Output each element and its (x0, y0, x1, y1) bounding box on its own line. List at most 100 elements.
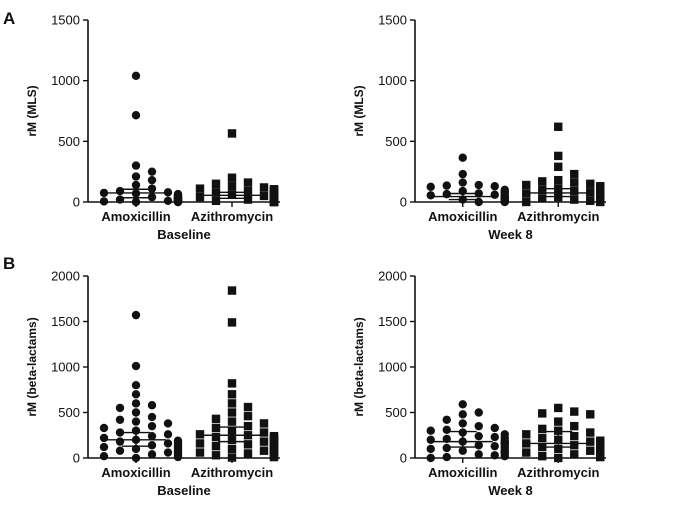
data-point (538, 194, 547, 203)
data-point (211, 423, 221, 433)
data-point (131, 161, 141, 170)
data-point (570, 169, 579, 179)
data-point (586, 437, 595, 446)
x-tick-label: Azithromycin (191, 465, 273, 480)
y-tick-label: 1000 (378, 360, 407, 375)
x-tick-label: Amoxicillin (101, 209, 170, 224)
data-point (538, 442, 547, 452)
data-point (211, 188, 221, 197)
data-point (522, 439, 531, 448)
data-point (426, 426, 435, 435)
data-point (147, 441, 157, 450)
data-point (115, 195, 125, 204)
data-point (570, 195, 579, 204)
data-point (115, 428, 125, 437)
y-tick-label: 1500 (51, 13, 80, 28)
data-point (227, 286, 237, 295)
data-point (570, 431, 579, 441)
y-tick-label: 500 (58, 405, 80, 420)
data-point (227, 444, 237, 454)
data-point (227, 318, 237, 327)
y-tick-label: 1500 (378, 13, 407, 28)
data-point (131, 408, 141, 417)
data-point (586, 188, 595, 197)
y-tick-label: 1000 (378, 73, 407, 88)
data-point (538, 185, 547, 195)
data-point (259, 191, 269, 201)
data-point (131, 453, 141, 463)
data-point (243, 178, 253, 187)
data-point (586, 410, 595, 419)
x-tick-label: Amoxicillin (428, 465, 497, 480)
data-point (586, 428, 595, 437)
data-point (99, 197, 109, 206)
data-point (500, 451, 509, 461)
data-point (131, 180, 141, 190)
data-point (99, 442, 109, 452)
data-point (490, 190, 499, 199)
data-point (227, 453, 237, 462)
data-point (538, 409, 547, 418)
data-point (131, 197, 141, 207)
data-point (243, 186, 253, 196)
data-point (227, 390, 237, 399)
data-point (163, 419, 173, 428)
data-point (442, 415, 451, 424)
chart-B-week8: 0 500 1000 1500 2000 rM (beta-lactams) Amoxici… (352, 269, 606, 498)
data-point (500, 197, 509, 207)
data-point (586, 179, 595, 188)
data-point (115, 437, 125, 446)
data-point (554, 426, 563, 435)
y-tick-label: 2000 (378, 269, 407, 284)
data-point (131, 310, 141, 320)
chart-B-baseline: 0 500 1000 1500 2000 rM (beta-lactams) Amoxici… (25, 269, 280, 498)
data-point (490, 182, 499, 191)
data-point (474, 431, 483, 441)
data-point (522, 448, 531, 457)
data-point (259, 428, 269, 437)
data-point (570, 441, 579, 450)
data-point (195, 430, 205, 439)
data-point (538, 177, 547, 186)
data-point (458, 400, 467, 409)
data-point (163, 430, 173, 439)
data-point (458, 169, 467, 179)
data-point (426, 435, 435, 444)
data-point (490, 423, 499, 433)
data-point (195, 192, 205, 202)
data-point (554, 417, 563, 426)
y-axis-label: rM (MLS) (25, 85, 39, 136)
data-point (211, 432, 221, 442)
data-point (131, 71, 141, 81)
data-point (227, 182, 237, 191)
data-point (522, 197, 531, 207)
data-point (522, 189, 531, 198)
data-point (211, 414, 221, 424)
data-point (596, 197, 605, 207)
data-point (147, 412, 157, 422)
y-tick-label: 0 (400, 451, 407, 466)
data-point (147, 431, 157, 441)
data-point (115, 415, 125, 424)
data-point (522, 180, 531, 190)
chart-A-week8: 0 500 1000 1500 rM (MLS) Amoxicillin Azithromy… (352, 13, 606, 242)
data-point (195, 439, 205, 448)
x-tick-label: Azithromycin (517, 209, 599, 224)
data-point (474, 180, 483, 190)
data-point (211, 441, 221, 451)
x-tick-label: Amoxicillin (101, 465, 170, 480)
data-point (115, 186, 125, 196)
data-point (173, 452, 183, 462)
data-point (147, 401, 157, 410)
data-point (586, 446, 595, 455)
data-point (243, 195, 253, 204)
y-axis-label: rM (beta-lactams) (25, 317, 39, 416)
panel-label-b: B (3, 254, 15, 273)
data-point (538, 433, 547, 443)
data-point (570, 186, 579, 196)
data-point (554, 444, 563, 454)
y-tick-label: 1500 (51, 314, 80, 329)
y-axis-label: rM (beta-lactams) (352, 317, 366, 416)
y-tick-label: 0 (73, 451, 80, 466)
data-point (227, 408, 237, 417)
